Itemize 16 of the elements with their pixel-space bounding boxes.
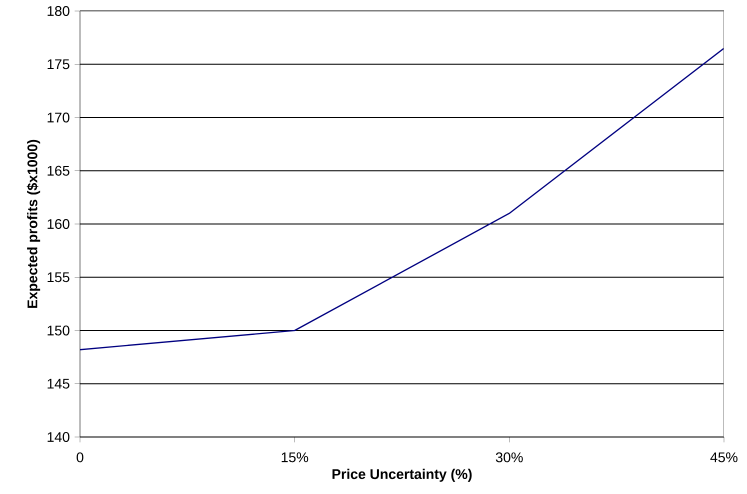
y-tick-label: 160: [48, 219, 70, 229]
y-tick-label: 140: [48, 432, 70, 442]
x-tick-label: 30%: [496, 452, 523, 462]
y-tick-label: 165: [48, 166, 70, 176]
x-tick-label: 0: [76, 452, 84, 462]
y-tick-label: 180: [48, 6, 70, 16]
y-tick-label: 150: [48, 326, 70, 336]
x-axis-title: Price Uncertainty (%): [332, 468, 472, 482]
y-axis-title: Expected profits ($x1000): [26, 140, 40, 308]
y-tick-label: 175: [48, 59, 70, 70]
y-tick-label: 145: [48, 378, 70, 389]
line-series: [80, 48, 724, 350]
y-tick-label: 155: [48, 272, 70, 282]
y-tick-label: 170: [48, 112, 70, 122]
x-tick-label: 45%: [710, 452, 738, 462]
x-tick-label: 15%: [282, 452, 308, 462]
